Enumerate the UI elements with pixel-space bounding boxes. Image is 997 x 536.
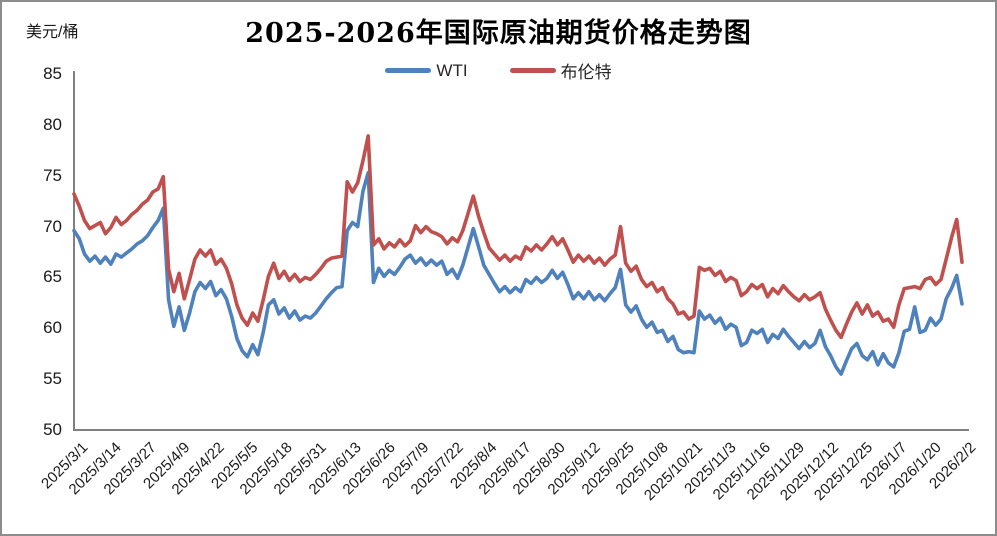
legend-item-wti: WTI	[385, 60, 468, 81]
series-line-wti	[72, 170, 964, 376]
y-axis-tick-label: 65	[43, 267, 62, 287]
y-axis-tick-label: 55	[43, 369, 62, 389]
wti-line-swatch-icon	[385, 68, 432, 73]
y-axis-tick-label: 80	[43, 114, 62, 134]
brent-line-swatch-icon	[509, 68, 556, 73]
y-axis-tick-label: 70	[43, 216, 62, 236]
legend-item-brent: 布伦特	[509, 58, 612, 83]
y-axis-tick-label: 85	[43, 64, 62, 83]
chart-title: 2025-2026年国际原油期货价格走势图	[245, 18, 752, 49]
y-axis-tick-label: 60	[43, 318, 62, 338]
y-axis-tick-label: 50	[43, 420, 62, 439]
legend-label-wti: WTI	[436, 60, 468, 80]
series-line-brent	[72, 134, 964, 340]
y-axis-unit-label: 美元/桶	[26, 24, 79, 41]
legend-label-brent: 布伦特	[560, 63, 612, 82]
y-axis-tick-label: 75	[43, 165, 62, 185]
legend: WTI 布伦特	[2, 58, 995, 83]
